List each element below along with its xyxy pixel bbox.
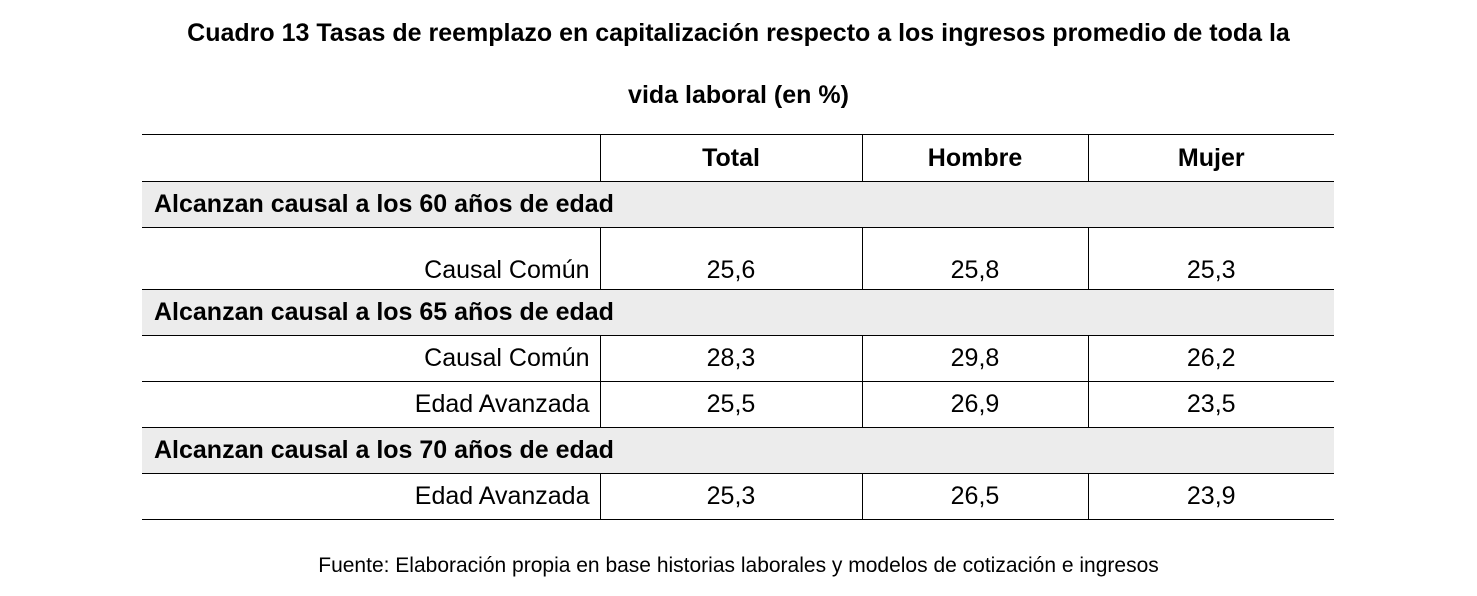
- cell-mujer: 25,3: [1087, 227, 1334, 290]
- table-row: Causal Común 28,3 29,8 26,2: [142, 335, 1334, 382]
- table-title-line-2: vida laboral (en %): [628, 81, 849, 109]
- cell-total: 25,5: [599, 381, 862, 428]
- cell-hombre: 29,8: [861, 335, 1088, 382]
- group-heading: Alcanzan causal a los 65 años de edad: [142, 289, 1334, 336]
- cell-hombre: 26,9: [861, 381, 1088, 428]
- cell-total: 25,6: [599, 227, 862, 290]
- column-header-total: Total: [599, 134, 862, 182]
- cell-hombre: 26,5: [861, 473, 1088, 520]
- cell-total: 28,3: [599, 335, 862, 382]
- row-label: Causal Común: [142, 335, 600, 382]
- replacement-rates-table: Total Hombre Mujer Alcanzan causal a los…: [142, 134, 1334, 520]
- cell-mujer: 26,2: [1087, 335, 1334, 382]
- group-heading: Alcanzan causal a los 60 años de edad: [142, 181, 1334, 228]
- table-header-row: Total Hombre Mujer: [142, 134, 1334, 182]
- table-title-line-1: Cuadro 13 Tasas de reemplazo en capitali…: [187, 19, 1290, 47]
- cell-mujer: 23,9: [1087, 473, 1334, 520]
- cell-total: 25,3: [599, 473, 862, 520]
- table-row: Edad Avanzada 25,3 26,5 23,9: [142, 473, 1334, 520]
- row-label: Causal Común: [142, 227, 600, 290]
- group-row-70: Alcanzan causal a los 70 años de edad: [142, 427, 1334, 474]
- cell-mujer: 23,5: [1087, 381, 1334, 428]
- row-label: Edad Avanzada: [142, 473, 600, 520]
- group-row-65: Alcanzan causal a los 65 años de edad: [142, 289, 1334, 336]
- table-row: Causal Común 25,6 25,8 25,3: [142, 227, 1334, 290]
- source-note: Fuente: Elaboración propia en base histo…: [318, 554, 1159, 577]
- row-label: Edad Avanzada: [142, 381, 600, 428]
- column-header-mujer: Mujer: [1087, 134, 1334, 182]
- group-heading: Alcanzan causal a los 70 años de edad: [142, 427, 1334, 474]
- column-header-label: [142, 134, 600, 182]
- cell-hombre: 25,8: [861, 227, 1088, 290]
- table-row: Edad Avanzada 25,5 26,9 23,5: [142, 381, 1334, 428]
- column-header-hombre: Hombre: [861, 134, 1088, 182]
- group-row-60: Alcanzan causal a los 60 años de edad: [142, 181, 1334, 228]
